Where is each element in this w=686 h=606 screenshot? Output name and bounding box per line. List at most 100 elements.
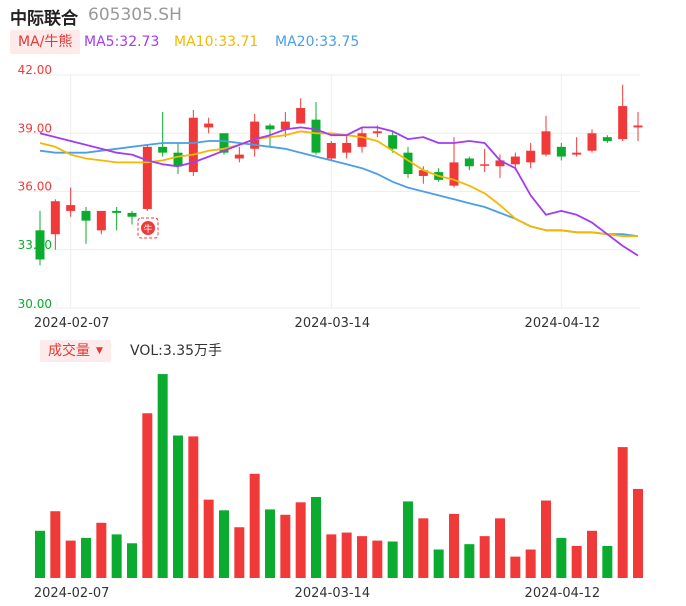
candle-body <box>618 106 628 140</box>
volume-bar <box>433 549 444 578</box>
candle-body <box>464 158 474 167</box>
candle-body <box>541 131 551 155</box>
candle-body <box>280 121 290 130</box>
x-tick-label: 2024-03-14 <box>295 316 371 331</box>
volume-bar <box>541 500 551 578</box>
volume-bar <box>602 545 613 578</box>
moving-average-lines <box>39 126 639 257</box>
volume-bar <box>96 522 107 578</box>
bull-signal-badge[interactable]: 牛 <box>137 217 159 239</box>
volume-bar <box>234 527 245 578</box>
candle-body <box>526 150 536 163</box>
y-tick-label: 33.00 <box>18 238 52 252</box>
candle-body <box>388 135 398 149</box>
volume-indicator-tab[interactable]: 成交量 ▼ <box>40 340 111 362</box>
volume-bar <box>556 537 567 578</box>
volume-bar <box>65 540 76 578</box>
candle-body <box>311 119 321 153</box>
candle-body <box>219 133 229 153</box>
volume-bar <box>265 509 275 578</box>
volume-x-ticks: 2024-02-07 2024-03-14 2024-04-12 <box>34 586 600 601</box>
candle-body <box>572 152 582 155</box>
volume-bar <box>127 543 137 578</box>
candle-body <box>112 210 122 213</box>
volume-bar <box>326 534 337 578</box>
candle-body <box>142 146 152 209</box>
y-tick-label: 42.00 <box>18 63 52 77</box>
ma10-line <box>39 130 638 238</box>
candle-body <box>234 154 244 159</box>
y-tick-label: 30.00 <box>18 297 52 311</box>
candle-body <box>173 152 183 167</box>
ma20-line <box>39 140 639 238</box>
volume-bar <box>479 536 490 578</box>
volume-bar <box>173 435 183 578</box>
ma5-line <box>39 126 639 257</box>
candle-body <box>587 133 597 151</box>
candle-body <box>188 117 198 173</box>
volume-bar <box>219 510 229 578</box>
volume-bar <box>111 534 122 578</box>
ma20-legend: MA20:33.75 <box>275 34 360 50</box>
volume-bar <box>81 537 91 578</box>
volume-bar <box>203 499 214 578</box>
volume-bar <box>403 501 413 578</box>
volume-bar <box>157 374 168 578</box>
candlestick-series <box>35 84 643 266</box>
candle-body <box>602 137 612 142</box>
price-grid <box>30 74 640 309</box>
candle-body <box>158 146 168 153</box>
volume-bar <box>50 511 61 578</box>
dropdown-caret-icon: ▼ <box>96 346 103 356</box>
candle-body <box>296 108 306 124</box>
candle-body <box>556 146 566 157</box>
volume-bar <box>311 496 321 578</box>
y-tick-label: 39.00 <box>18 121 52 135</box>
candle-body <box>357 133 367 147</box>
volume-bar <box>464 544 475 578</box>
volume-bar <box>587 530 597 578</box>
candle-body <box>403 152 413 175</box>
volume-bar <box>571 545 582 578</box>
volume-x-tick-label: 2024-03-14 <box>295 586 371 601</box>
price-y-ticks: 42.00 39.00 36.00 33.00 30.00 <box>18 63 52 311</box>
candle-body <box>326 142 336 159</box>
volume-bar <box>525 549 536 578</box>
candle-body <box>35 230 45 260</box>
candle-body <box>372 131 382 134</box>
volume-bar <box>295 502 306 578</box>
volume-bar <box>188 436 199 578</box>
candle-body <box>449 162 459 186</box>
volume-bar <box>372 540 383 578</box>
stock-code: 605305.SH <box>88 5 182 25</box>
candle-body <box>127 212 137 217</box>
volume-x-tick-label: 2024-04-12 <box>525 586 601 601</box>
volume-bar <box>357 536 367 578</box>
x-tick-label: 2024-04-12 <box>525 316 601 331</box>
candle-body <box>418 170 428 176</box>
ma-indicator-tab[interactable]: MA/牛熊 <box>10 30 81 54</box>
candle-body <box>96 210 106 231</box>
candle-body <box>510 156 520 165</box>
volume-bar <box>35 530 45 578</box>
candle-body <box>265 125 275 130</box>
volume-bar <box>280 514 291 578</box>
volume-bar <box>249 473 260 578</box>
volume-tab-label: 成交量 <box>48 343 90 359</box>
ma5-legend: MA5:32.73 <box>84 34 160 50</box>
volume-bar <box>341 532 352 578</box>
volume-bar <box>449 513 459 578</box>
candle-body <box>204 123 214 128</box>
stock-name: 中际联合 <box>10 9 78 29</box>
price-x-ticks: 2024-02-07 2024-03-14 2024-04-12 <box>34 316 600 331</box>
y-tick-label: 36.00 <box>18 180 52 194</box>
candle-body <box>66 205 76 211</box>
candle-body <box>480 164 490 166</box>
candle-body <box>250 121 260 149</box>
volume-bar <box>617 447 628 578</box>
volume-value: VOL:3.35万手 <box>130 343 223 359</box>
bull-badge-label: 牛 <box>143 223 152 235</box>
volume-bar <box>495 518 505 578</box>
candle-body <box>495 160 505 167</box>
